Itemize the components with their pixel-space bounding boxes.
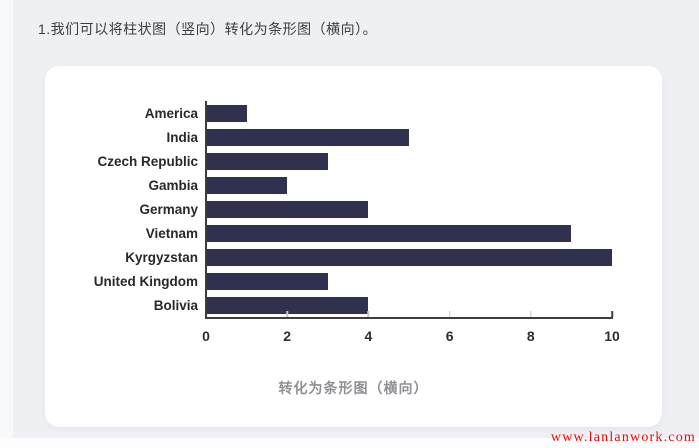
x-tick-label: 4 [364, 328, 373, 344]
bar-track [206, 224, 612, 242]
page-left-edge [0, 0, 13, 448]
bar-united-kingdom [206, 272, 328, 290]
x-tick-mark [448, 311, 451, 317]
bar-kyrgyzstan [206, 248, 612, 266]
chart-row: America [45, 101, 662, 125]
bottom-strip [0, 438, 699, 448]
chart-card: America India Czech Republic Gambia Germany V… [45, 66, 662, 427]
chart-row: India [45, 125, 662, 149]
bar-track [206, 200, 612, 218]
chart-row: Bolivia [45, 293, 662, 317]
chart-row: Germany [45, 197, 662, 221]
bar-america [206, 104, 247, 122]
bar-track [206, 128, 612, 146]
bar-track [206, 176, 612, 194]
x-axis-ticks [206, 311, 613, 317]
category-label: United Kingdom [93, 273, 198, 289]
category-label: Bolivia [153, 297, 198, 313]
category-label: Gambia [148, 177, 198, 193]
category-label: Kyrgyzstan [125, 249, 198, 265]
chart-caption: 转化为条形图（横向） [278, 380, 429, 396]
x-tick-mark [367, 311, 370, 317]
x-tick-mark [530, 311, 532, 317]
bar-track [206, 104, 612, 122]
x-axis-tick-labels: 0 2 4 6 8 10 [202, 328, 620, 346]
bar-india [206, 128, 409, 146]
x-axis-line [205, 317, 613, 319]
bar-bolivia [206, 296, 369, 314]
bar-track [206, 152, 612, 170]
x-tick-mark [611, 311, 613, 317]
chart-row: Czech Republic [45, 149, 662, 173]
category-label: America [144, 105, 198, 121]
bar-track [206, 248, 612, 266]
chart-row: Kyrgyzstan [45, 245, 662, 269]
x-tick-label: 8 [526, 328, 535, 344]
category-label: India [166, 129, 198, 145]
chart-row: Gambia [45, 173, 662, 197]
bar-track [206, 296, 612, 314]
bar-chart: America India Czech Republic Gambia Germany V… [45, 101, 662, 317]
category-label: Czech Republic [97, 153, 198, 169]
bar-gambia [206, 176, 288, 194]
category-label: Vietnam [145, 225, 198, 241]
x-tick-label: 6 [445, 328, 454, 344]
bar-track [206, 272, 612, 290]
x-tick-mark [286, 311, 288, 317]
category-label: Germany [139, 201, 198, 217]
page-title: 1.我们可以将柱状图（竖向）转化为条形图（横向）。 [38, 21, 378, 37]
bar-czech-republic [206, 152, 328, 170]
y-axis-line [205, 101, 207, 317]
bar-germany [206, 200, 369, 218]
bar-vietnam [206, 224, 572, 242]
x-tick-label: 2 [283, 328, 292, 344]
watermark-url: www.lanlanwork.com [550, 430, 696, 445]
x-tick-label: 10 [604, 328, 620, 344]
x-tick-label: 0 [202, 328, 210, 344]
chart-row: United Kingdom [45, 269, 662, 293]
chart-row: Vietnam [45, 221, 662, 245]
